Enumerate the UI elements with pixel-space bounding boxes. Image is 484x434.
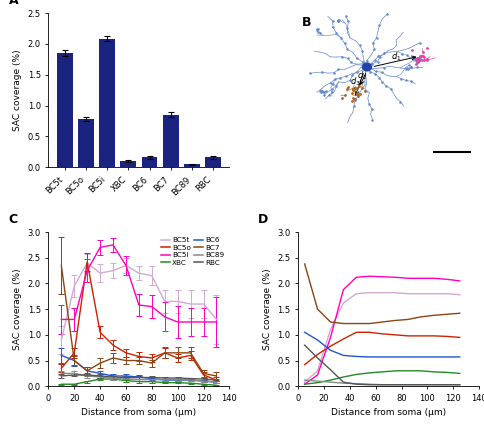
Text: $d_1$: $d_1$ bbox=[391, 50, 401, 63]
Y-axis label: SAC coverage (%): SAC coverage (%) bbox=[13, 268, 22, 350]
Bar bbox=[163, 115, 179, 167]
Text: $d_2$: $d_2$ bbox=[357, 69, 368, 82]
Y-axis label: SAC coverage (%): SAC coverage (%) bbox=[13, 49, 22, 131]
Text: D: D bbox=[258, 213, 269, 226]
Bar bbox=[57, 53, 73, 167]
X-axis label: Distance from soma (μm): Distance from soma (μm) bbox=[81, 408, 197, 418]
Text: A: A bbox=[9, 0, 18, 7]
Legend: BC5t, BC5o, BC5i, XBC, BC6, BC7, BC89, RBC: BC5t, BC5o, BC5i, XBC, BC6, BC7, BC89, R… bbox=[160, 236, 226, 267]
Text: C: C bbox=[9, 213, 18, 226]
Circle shape bbox=[363, 63, 372, 71]
Bar bbox=[205, 158, 221, 167]
Bar bbox=[99, 39, 115, 167]
Bar bbox=[78, 119, 94, 167]
Bar bbox=[141, 158, 157, 167]
Bar bbox=[184, 164, 200, 167]
Text: $d_3$: $d_3$ bbox=[350, 76, 361, 88]
Y-axis label: SAC coverage (%): SAC coverage (%) bbox=[263, 268, 272, 350]
X-axis label: Distance from soma (μm): Distance from soma (μm) bbox=[331, 408, 446, 418]
Bar bbox=[121, 161, 136, 167]
Text: B: B bbox=[302, 16, 311, 29]
